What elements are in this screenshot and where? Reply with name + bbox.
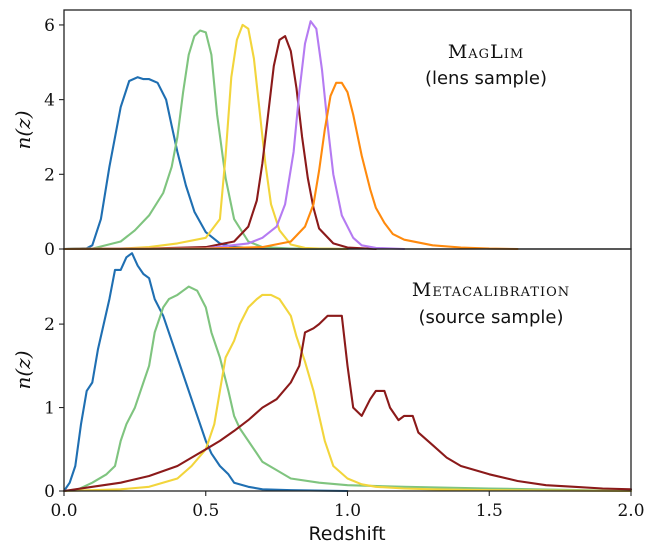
x-tick-label-4: 2.0	[617, 501, 644, 521]
axes-frame-top	[63, 9, 632, 250]
series-line-lens-3	[62, 35, 377, 251]
x-tick-label-1: 0.5	[192, 501, 219, 521]
x-axis-label: Redshift	[308, 523, 385, 545]
metacalibration-label: Metacalibration	[412, 279, 570, 301]
y-tick-label-lens-0: 0	[44, 240, 55, 260]
y-tick-label-lens-2: 4	[44, 91, 55, 111]
x-tick-label-3: 1.5	[476, 501, 503, 521]
series-layer-source	[62, 252, 633, 493]
y-ticks-top: 0 2 4 6	[44, 16, 64, 260]
series-line-source-3	[62, 314, 633, 493]
series-line-lens-5	[62, 81, 519, 251]
series-line-lens-0	[62, 76, 349, 251]
y-tick-label-lens-3: 6	[44, 16, 55, 36]
y-axis-label-top: n(z)	[11, 110, 35, 149]
series-line-lens-1	[62, 29, 349, 251]
series-line-source-2	[62, 293, 633, 493]
series-layer-lens	[62, 20, 519, 251]
y-tick-label-lens-1: 2	[44, 165, 55, 185]
maglim-label: MagLim	[448, 41, 524, 63]
series-line-lens-2	[62, 23, 349, 251]
x-tick-label-2: 1.0	[334, 501, 361, 521]
y-axis-label-bottom: n(z)	[11, 350, 35, 389]
source-sample-label: (source sample)	[419, 307, 564, 328]
y-tick-label-source-1: 1	[44, 399, 55, 419]
series-line-lens-4	[62, 20, 406, 251]
panel-source-sample: 0 1 2 0.0 0.5 1.0 1.5 2.0 n(z) Redshift Metaca…	[11, 248, 645, 545]
series-line-source-0	[62, 252, 349, 493]
panel-lens-sample: 0 2 4 6 n(z) MagLim (lens sample)	[11, 9, 632, 260]
lens-sample-label: (lens sample)	[425, 68, 547, 89]
x-tick-label-0: 0.0	[50, 501, 77, 521]
y-ticks-bottom: 0 1 2	[44, 315, 64, 502]
y-tick-label-source-2: 2	[44, 315, 55, 335]
x-ticks-bottom: 0.0 0.5 1.0 1.5 2.0	[50, 491, 645, 521]
series-line-source-1	[62, 285, 633, 493]
y-tick-label-source-0: 0	[44, 482, 55, 502]
